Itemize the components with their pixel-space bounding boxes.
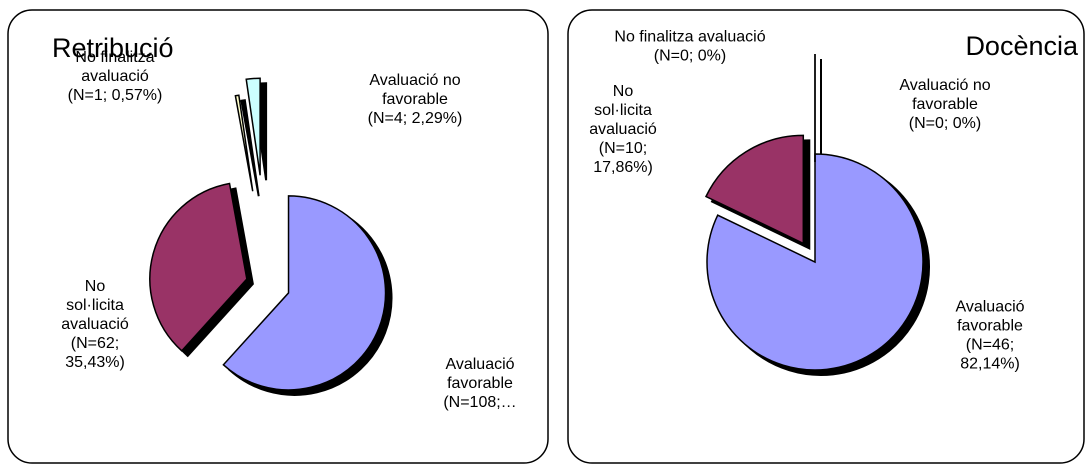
chart-title: Docència [965,31,1079,61]
data-label: 82,14%) [960,356,1020,373]
data-label: (N=108;… [443,394,516,411]
data-label: (N=0; 0%) [654,48,726,65]
slice-shadow [240,99,260,197]
data-label: (N=46; [966,337,1014,354]
data-label: Avaluació no [369,72,460,89]
panel [7,9,549,464]
data-label: 35,43%) [65,354,125,371]
slice [149,182,248,352]
data-label: No [85,278,106,295]
data-label: sol·licita [594,102,652,119]
slice [245,77,261,176]
data-label: Avaluació [445,356,514,373]
data-label: No finalitza avaluació [614,29,765,46]
slice [234,94,254,192]
chart-title: Retribució [52,33,174,63]
data-label: Avaluació no [899,77,990,94]
data-label: No [613,83,634,100]
data-label: (N=0; 0%) [909,115,981,132]
slice [706,153,924,371]
slice [704,134,805,245]
slice [222,195,387,391]
data-label: avaluació [61,316,129,333]
data-label: (N=4; 2,29%) [368,110,463,127]
data-label: favorable [912,96,978,113]
data-label: favorable [447,375,513,392]
data-label: (N=10; [599,140,647,157]
data-label: favorable [957,318,1023,335]
data-label: 17,86%) [593,159,653,176]
data-label: (N=1; 0,57%) [68,87,163,104]
data-label: No finalitza [75,49,154,66]
data-label: sol·licita [66,297,124,314]
data-label: avaluació [81,68,149,85]
data-label: (N=62; [71,335,119,352]
data-label: favorable [382,91,448,108]
data-label: avaluació [589,121,657,138]
data-label: Avaluació [955,299,1024,316]
